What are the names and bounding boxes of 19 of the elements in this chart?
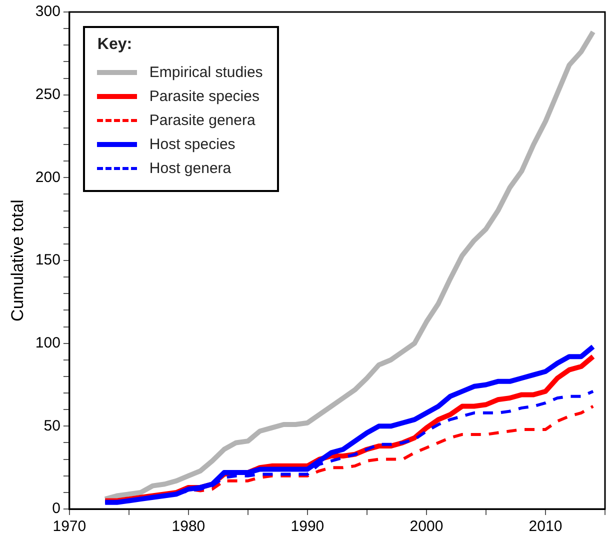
x-tick-label: 2000 — [410, 518, 444, 536]
y-tick-label: 200 — [35, 168, 60, 186]
y-tick-label: 50 — [44, 417, 60, 434]
y-tick-label: 250 — [35, 86, 60, 103]
legend-label: Host genera — [149, 160, 232, 176]
legend-label: Empirical studies — [149, 64, 263, 80]
y-axis-title: Cumulative total — [8, 200, 27, 322]
x-tick-label: 1980 — [172, 518, 206, 536]
y-tick-label: 150 — [35, 252, 60, 269]
y-tick-label: 300 — [35, 3, 60, 20]
y-tick-label: 100 — [35, 334, 60, 352]
legend-label: Host species — [149, 136, 236, 152]
y-tick-label: 0 — [52, 500, 60, 518]
x-tick-label: 2010 — [528, 518, 562, 536]
legend-label: Parasite genera — [149, 112, 256, 128]
legend-label: Parasite species — [149, 88, 260, 104]
x-tick-label: 1970 — [52, 518, 86, 536]
x-tick-label: 1990 — [290, 518, 324, 536]
legend-title: Key: — [97, 36, 134, 54]
